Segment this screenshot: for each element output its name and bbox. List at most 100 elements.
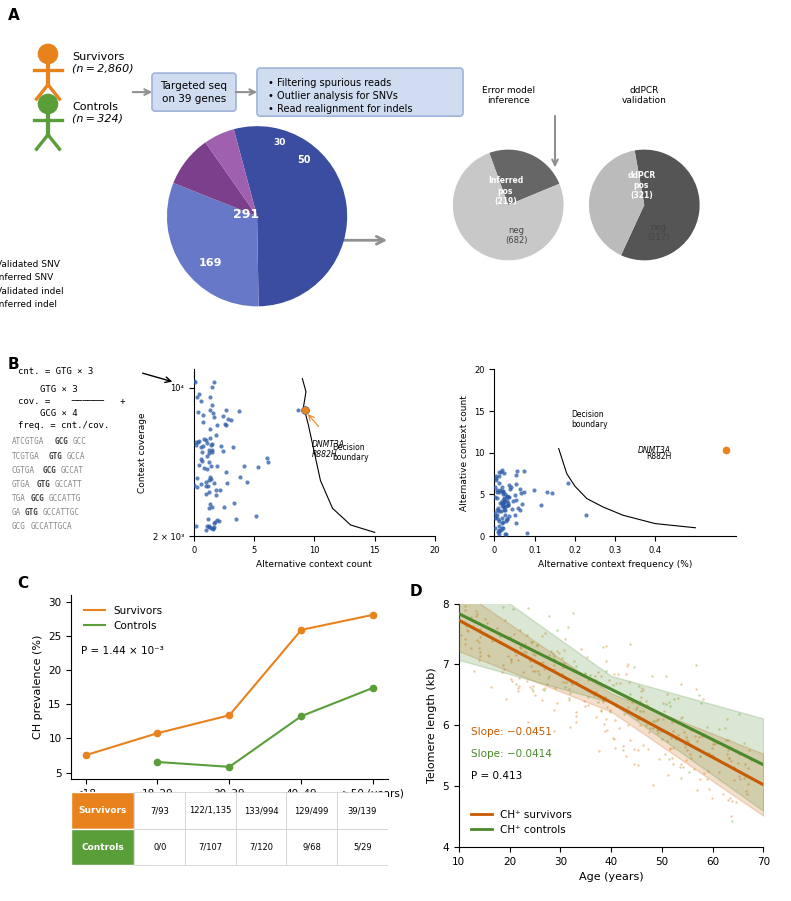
Point	[514, 486, 527, 500]
FancyBboxPatch shape	[152, 73, 236, 111]
Point	[204, 390, 217, 405]
Point	[524, 659, 537, 673]
Y-axis label: CH prevalence (%): CH prevalence (%)	[32, 635, 43, 739]
Point	[520, 674, 533, 688]
Point	[581, 651, 593, 665]
Point	[488, 480, 501, 495]
Point	[626, 695, 638, 709]
Point	[713, 722, 725, 736]
Point	[192, 458, 205, 472]
Text: GTG: GTG	[36, 479, 51, 488]
Point	[646, 778, 659, 792]
Point	[501, 494, 513, 508]
Text: ddPCR
validation: ddPCR validation	[622, 86, 667, 105]
Point	[547, 649, 560, 663]
Text: GCCAT: GCCAT	[61, 466, 84, 475]
Point	[546, 487, 558, 501]
Bar	[185, 793, 236, 829]
Point	[204, 438, 217, 452]
Point	[475, 596, 487, 610]
Point	[706, 734, 719, 749]
Point	[195, 440, 208, 454]
Point	[504, 630, 517, 644]
Point	[609, 741, 622, 755]
Point	[558, 643, 570, 658]
Point	[622, 717, 634, 732]
Point	[674, 757, 687, 771]
Point	[742, 760, 755, 775]
Point	[522, 714, 535, 729]
Point	[537, 654, 550, 669]
Point	[566, 677, 578, 691]
Point	[509, 468, 522, 482]
Text: Controls: Controls	[81, 842, 124, 851]
Text: CGTGA: CGTGA	[12, 466, 35, 475]
Text: B: B	[8, 358, 20, 372]
Point	[506, 674, 519, 688]
Point	[472, 652, 485, 667]
Point	[657, 712, 669, 726]
Point	[496, 514, 509, 529]
Point	[467, 664, 480, 678]
Point	[497, 520, 509, 534]
Text: GCG: GCG	[12, 522, 26, 531]
Point	[680, 730, 693, 744]
Point	[490, 483, 503, 497]
Point	[472, 641, 485, 655]
Point	[501, 490, 514, 505]
Point	[634, 689, 647, 704]
Point	[498, 507, 511, 522]
Text: 9/68: 9/68	[302, 842, 321, 851]
Point	[206, 436, 218, 450]
Point	[508, 627, 520, 642]
Point	[494, 629, 506, 643]
Point	[495, 465, 508, 479]
Point	[734, 771, 747, 786]
Point	[677, 760, 690, 774]
Point	[558, 633, 571, 647]
Point	[491, 503, 504, 517]
Point	[501, 513, 513, 527]
Point	[649, 714, 661, 728]
Point	[531, 638, 543, 652]
Y-axis label: Telomere length (kb): Telomere length (kb)	[427, 668, 437, 783]
Point	[524, 652, 536, 667]
Point	[607, 731, 619, 745]
Point	[498, 499, 510, 514]
Text: GCG: GCG	[30, 494, 44, 503]
Point	[298, 403, 311, 417]
Point	[672, 728, 685, 742]
Point	[597, 695, 610, 709]
Point	[690, 682, 702, 696]
Point	[722, 733, 735, 748]
Point	[681, 742, 694, 757]
Point	[494, 483, 506, 497]
Point	[460, 618, 472, 633]
Point	[207, 522, 220, 536]
Point	[685, 738, 698, 752]
Text: freq. = cnt./cov.: freq. = cnt./cov.	[18, 422, 109, 431]
Bar	[134, 829, 185, 865]
Point	[601, 723, 614, 737]
Text: GTGA: GTGA	[12, 479, 31, 488]
Point	[514, 640, 527, 654]
Circle shape	[39, 95, 58, 114]
Point	[529, 687, 542, 702]
Point	[582, 690, 595, 705]
Point	[492, 524, 505, 539]
Point	[498, 662, 510, 677]
Point	[703, 748, 716, 762]
Point	[667, 741, 679, 755]
Wedge shape	[167, 183, 259, 306]
Point	[471, 633, 484, 647]
Point	[702, 746, 715, 760]
Point	[691, 783, 703, 797]
Point	[579, 667, 592, 681]
Point	[713, 765, 725, 779]
Point	[477, 591, 490, 605]
Point	[493, 504, 505, 518]
Bar	[134, 793, 185, 829]
Point	[509, 487, 521, 502]
Point	[664, 732, 677, 746]
Point	[488, 586, 501, 600]
